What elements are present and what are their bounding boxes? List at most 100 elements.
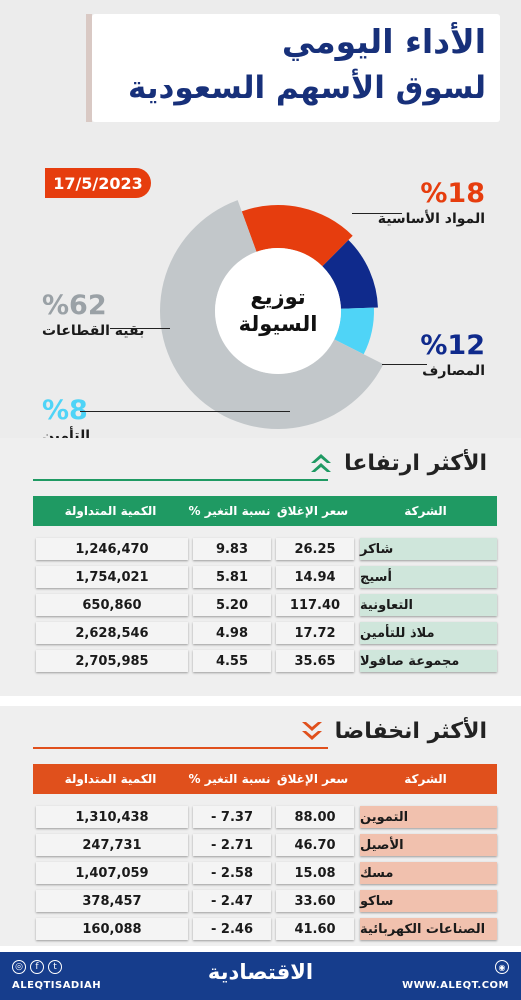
losers-header: الأكثر انخفاضا (299, 718, 487, 744)
gainers-section: الأكثر ارتفاعا الشركة سعر الإغلاق نسبة ا… (0, 438, 521, 696)
company-cell: مسك (360, 862, 497, 884)
slice-pct-insurance: %8 (42, 395, 88, 426)
close-price-cell: 41.60 (276, 918, 354, 940)
instagram-icon[interactable]: ◎ (12, 960, 26, 974)
footer: ◎ f t ALEQTISADIAH الاقتصادية ◉ WWW.ALEQ… (0, 952, 521, 1000)
col-change: نسبة التغير % (188, 772, 271, 786)
change-cell: - 2.47 (193, 890, 271, 912)
double-chevron-down-icon (301, 722, 322, 740)
donut-slice-2 (334, 307, 374, 355)
donut-slice-1 (322, 240, 378, 309)
close-price-cell: 35.65 (276, 650, 354, 672)
losers-table-header: الشركة سعر الإغلاق نسبة التغير % الكمية … (33, 764, 497, 794)
donut-slice-0 (241, 205, 353, 267)
twitter-icon[interactable]: t (48, 960, 62, 974)
leader-line-basic-materials (352, 213, 402, 214)
col-volume: الكمية المتداولة (64, 504, 157, 518)
col-company: الشركة (404, 772, 447, 786)
gainers-header: الأكثر ارتفاعا (308, 450, 487, 476)
slice-name-banks: المصارف (422, 363, 485, 379)
donut-svg (160, 200, 384, 429)
losers-section: الأكثر انخفاضا الشركة سعر الإغلاق نسبة ا… (0, 706, 521, 946)
col-company: الشركة (404, 504, 447, 518)
table-row: ملاذ للتأمين 17.72 4.98 2,628,546 (33, 622, 497, 644)
change-cell: 9.83 (193, 538, 271, 560)
double-chevron-up-icon (311, 454, 332, 472)
slice-name-basic-materials: المواد الأساسية (377, 211, 485, 227)
slice-pct-banks: %12 (420, 330, 485, 361)
website-link[interactable]: WWW.ALEQT.COM (402, 980, 509, 991)
slice-name-other-sectors: بقية القطاعات (42, 323, 145, 339)
table-row: الصناعات الكهربائية 41.60- 2.46 160,088 (33, 918, 497, 940)
gainers-title: الأكثر ارتفاعا (344, 450, 487, 476)
page-title: الأداء اليومي (281, 22, 486, 61)
close-price-cell: 26.25 (276, 538, 354, 560)
table-row: ساكو 33.60- 2.47 378,457 (33, 890, 497, 912)
donut-center-label: توزيع السيولة (215, 248, 341, 374)
gainers-header-rule (33, 479, 328, 481)
losers-title: الأكثر انخفاضا (334, 718, 487, 744)
change-cell: 5.20 (193, 594, 271, 616)
close-price-cell: 88.00 (276, 806, 354, 828)
table-row: شاكر 26.25 9.83 1,246,470 (33, 538, 497, 560)
change-cell: - 7.37 (193, 806, 271, 828)
table-row: التموين 88.00- 7.37 1,310,438 (33, 806, 497, 828)
leader-line-insurance (80, 411, 290, 412)
change-cell: - 2.58 (193, 862, 271, 884)
slice-pct-basic-materials: %18 (420, 178, 485, 209)
close-price-cell: 15.08 (276, 862, 354, 884)
change-cell: - 2.46 (193, 918, 271, 940)
volume-cell: 2,705,985 (36, 650, 188, 672)
volume-cell: 1,407,059 (36, 862, 188, 884)
donut-slice-3 (160, 200, 384, 429)
close-price-cell: 117.40 (276, 594, 354, 616)
table-row: أسيج 14.94 5.81 1,754,021 (33, 566, 497, 588)
company-cell: الصناعات الكهربائية (360, 918, 497, 940)
col-close: سعر الإغلاق (276, 504, 349, 518)
slice-label-insurance: %8 التأمين (42, 395, 90, 444)
close-price-cell: 46.70 (276, 834, 354, 856)
social-handle[interactable]: ALEQTISADIAH (12, 980, 102, 991)
table-row: مسك 15.08- 2.58 1,407,059 (33, 862, 497, 884)
table-row: الأصيل 46.70- 2.71 247,731 (33, 834, 497, 856)
slice-label-basic-materials: %18 المواد الأساسية (378, 178, 485, 227)
globe-icon: ◉ (495, 960, 509, 974)
losers-header-rule (33, 747, 328, 749)
table-row: مجموعة صافولا 35.65 4.55 2,705,985 (33, 650, 497, 672)
close-price-cell: 33.60 (276, 890, 354, 912)
volume-cell: 1,246,470 (36, 538, 188, 560)
volume-cell: 160,088 (36, 918, 188, 940)
company-cell: ملاذ للتأمين (360, 622, 497, 644)
change-cell: 5.81 (193, 566, 271, 588)
leader-line-other-sectors (110, 328, 170, 329)
volume-cell: 1,754,021 (36, 566, 188, 588)
col-change: نسبة التغير % (188, 504, 271, 518)
company-cell: التموين (360, 806, 497, 828)
liquidity-donut-chart: توزيع السيولة (160, 193, 396, 429)
volume-cell: 1,310,438 (36, 806, 188, 828)
page-subtitle: لسوق الأسهم السعودية (128, 70, 486, 106)
leader-line-banks (382, 364, 427, 365)
table-row: التعاونية 117.40 5.20 650,860 (33, 594, 497, 616)
change-cell: - 2.71 (193, 834, 271, 856)
volume-cell: 650,860 (36, 594, 188, 616)
change-cell: 4.55 (193, 650, 271, 672)
title-accent-bar (86, 14, 92, 122)
facebook-icon[interactable]: f (30, 960, 44, 974)
volume-cell: 247,731 (36, 834, 188, 856)
volume-cell: 2,628,546 (36, 622, 188, 644)
col-volume: الكمية المتداولة (64, 772, 157, 786)
slice-label-banks: %12 المصارف (420, 330, 485, 379)
company-cell: أسيج (360, 566, 497, 588)
close-price-cell: 17.72 (276, 622, 354, 644)
volume-cell: 378,457 (36, 890, 188, 912)
summary-panel: الأداء اليومي لسوق الأسهم السعودية 17/5/… (0, 0, 521, 444)
title-box: الأداء اليومي لسوق الأسهم السعودية (92, 14, 500, 122)
donut-center-line2: السيولة (238, 312, 318, 336)
social-icons: ◎ f t (12, 960, 62, 974)
company-cell: الأصيل (360, 834, 497, 856)
slice-pct-other-sectors: %62 (42, 290, 107, 321)
company-cell: شاكر (360, 538, 497, 560)
date-badge: 17/5/2023 (45, 168, 151, 198)
brand-logo: الاقتصادية (207, 960, 314, 984)
